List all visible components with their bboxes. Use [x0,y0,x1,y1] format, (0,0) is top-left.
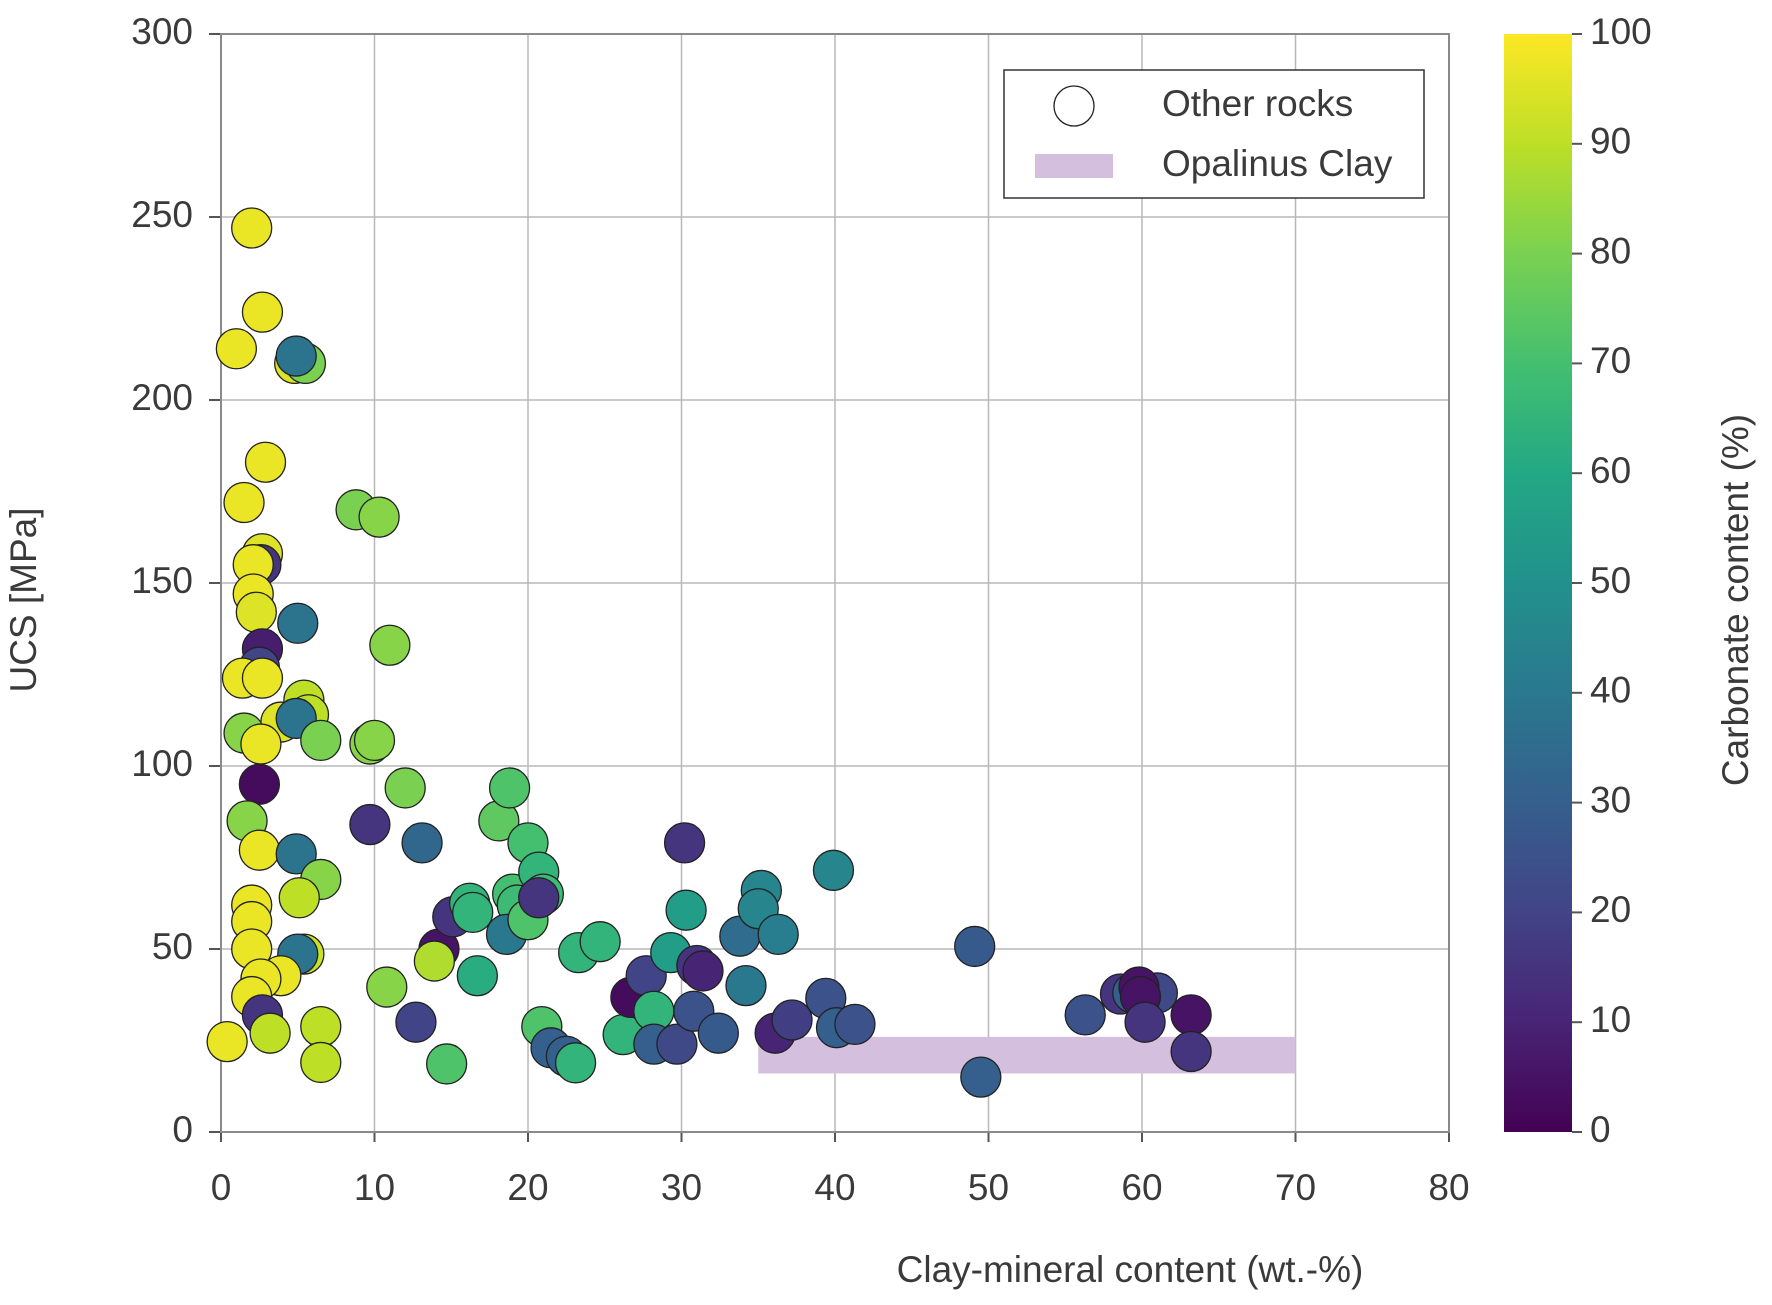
point [369,624,411,666]
x-tick-label: 60 [1121,1167,1162,1208]
y-tick-label: 200 [131,377,193,418]
y-tick-label: 300 [131,11,193,52]
x-tick-label: 30 [661,1167,702,1208]
point [275,833,317,875]
point [275,335,317,377]
colorbar-tick-label: 90 [1590,121,1631,162]
x-axis-label: Clay-mineral content (wt.-%) [897,1249,1364,1290]
point [682,950,724,992]
point [452,891,494,934]
point [488,767,531,809]
point [238,829,281,871]
point [235,591,277,633]
x-tick-label: 10 [354,1167,395,1208]
point [579,921,621,963]
colorbar-tick-label: 80 [1590,230,1631,271]
point [1170,994,1212,1036]
y-tick-label: 100 [131,743,193,784]
x-tick-label: 80 [1428,1167,1469,1208]
point [395,1001,437,1043]
point [358,496,400,538]
colorbar-tick-label: 20 [1590,889,1631,930]
point [300,719,342,762]
point [665,889,707,931]
point [1170,1030,1212,1073]
x-tick-label: 0 [211,1167,232,1208]
point [456,955,498,997]
point [277,602,319,644]
y-tick-label: 150 [131,560,193,601]
colorbar [1504,34,1572,1132]
point [1064,994,1106,1036]
point [231,207,273,249]
legend-marker [1053,85,1095,127]
point [278,877,320,919]
y-tick-label: 0 [172,1109,193,1150]
colorbar-tick-label: 10 [1590,999,1631,1040]
point [771,999,813,1041]
point [656,1023,698,1065]
colorbar-tick-label: 70 [1590,340,1631,381]
point [366,966,408,1008]
point [697,1012,739,1054]
colorbar-tick-label: 50 [1590,560,1631,601]
point [241,657,284,699]
point [223,481,265,524]
point [812,849,855,891]
point [300,1005,342,1048]
x-tick-label: 20 [507,1167,548,1208]
point [425,1043,468,1085]
point [249,1012,291,1054]
colorbar-tick-label: 40 [1590,670,1631,711]
point [518,877,560,919]
x-tick-label: 50 [968,1167,1009,1208]
colorbar-tick-label: 100 [1590,11,1652,52]
point [244,441,287,483]
point [241,291,284,333]
plot-frame [220,33,1450,1133]
point [238,763,281,805]
colorbar-tick-label: 0 [1590,1109,1611,1150]
legend-marker [1035,154,1113,178]
colorbar-label: Carbonate content (%) [1715,414,1756,786]
point [954,925,996,968]
point [413,940,456,982]
point [554,1042,597,1084]
legend-label: Opalinus Clay [1162,143,1393,184]
point [384,767,426,809]
point [215,328,258,370]
point [206,1020,248,1063]
y-tick-label: 50 [152,926,193,967]
point [725,964,767,1007]
colorbar-tick-label: 60 [1590,450,1631,491]
point [349,803,391,846]
x-tick-label: 40 [814,1167,855,1208]
point [401,822,443,864]
legend-label: Other rocks [1162,83,1353,124]
point [300,1041,342,1084]
point [757,913,799,956]
x-tick-label: 70 [1275,1167,1316,1208]
point [834,1003,876,1046]
colorbar-tick-label: 30 [1590,779,1631,820]
point [240,723,282,765]
point [663,822,706,864]
point [1124,1001,1166,1043]
y-tick-label: 250 [131,194,193,235]
point [960,1056,1002,1098]
point [353,719,396,762]
y-axis-label: UCS [MPa] [3,507,44,692]
